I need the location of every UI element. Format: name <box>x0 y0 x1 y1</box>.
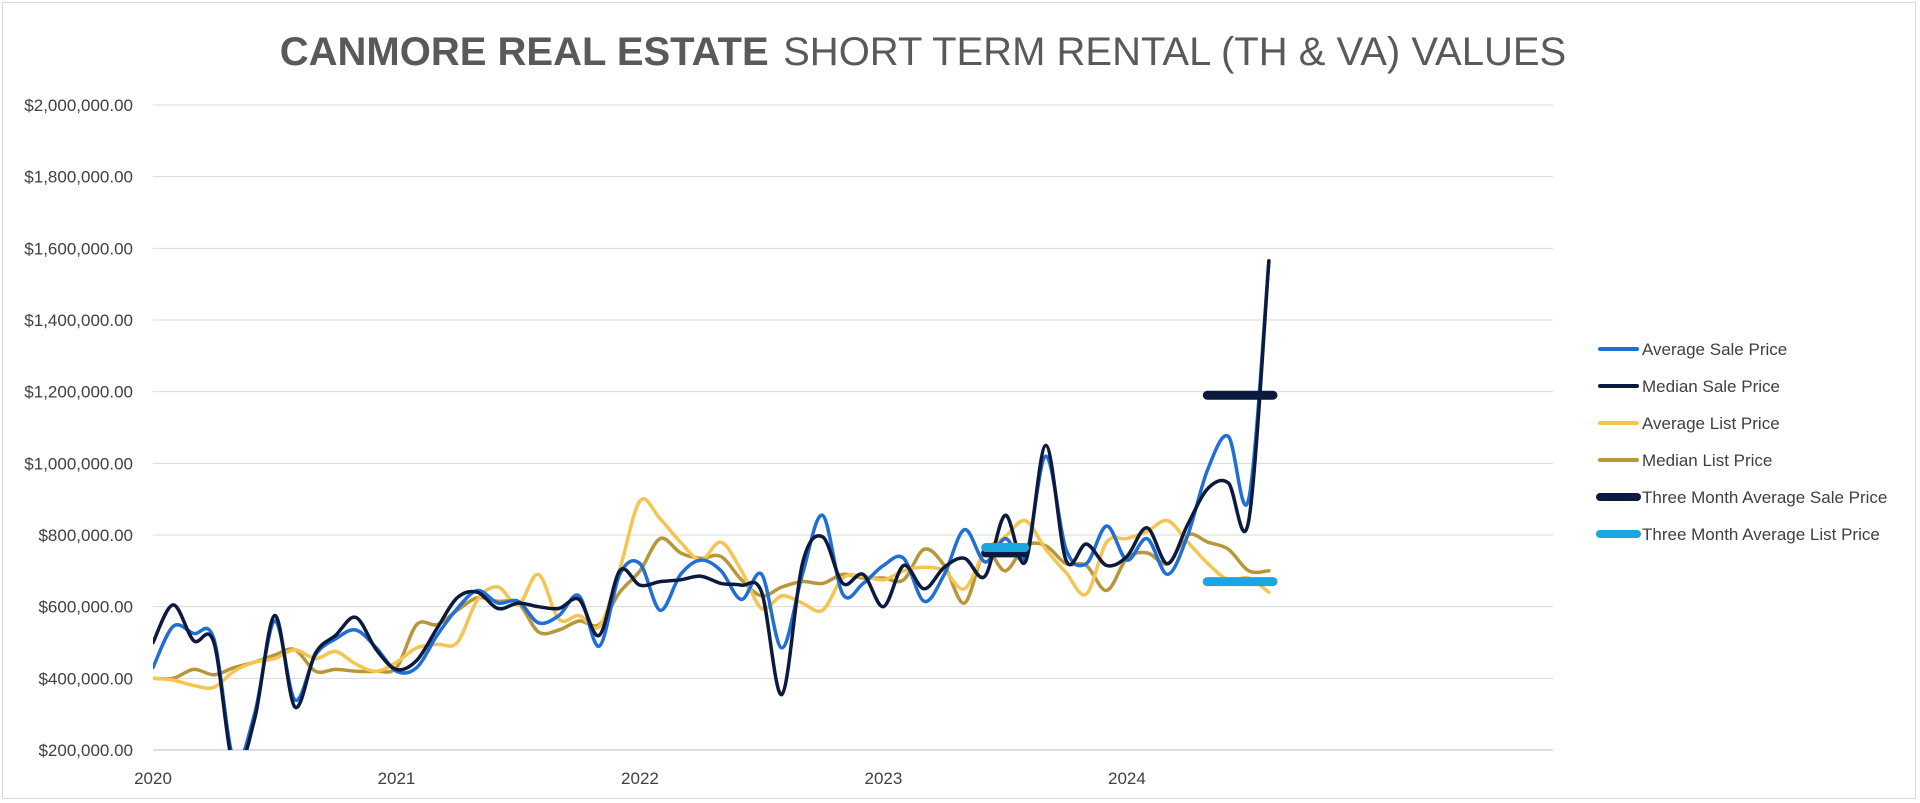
chart-title: CANMORE REAL ESTATE SHORT TERM RENTAL (T… <box>280 30 1566 74</box>
x-tick-label: 2020 <box>134 769 172 788</box>
series-line-median-sale-price <box>153 259 1271 750</box>
x-tick-label: 2022 <box>621 769 659 788</box>
y-tick-label: $800,000.00 <box>38 526 133 545</box>
y-tick-label: $1,200,000.00 <box>24 383 133 402</box>
x-tick-label: 2021 <box>378 769 416 788</box>
y-tick-label: $200,000.00 <box>38 741 133 760</box>
y-tick-label: $400,000.00 <box>38 669 133 688</box>
y-tick-label: $600,000.00 <box>38 598 133 617</box>
legend-label: Three Month Average List Price <box>1642 525 1880 544</box>
series-line-average-list-price <box>153 497 1271 690</box>
series-line-average-sale-price <box>153 259 1271 750</box>
chart-title-rest: SHORT TERM RENTAL (TH & VA) VALUES <box>783 30 1566 74</box>
y-tick-label: $1,400,000.00 <box>24 311 133 330</box>
y-tick-label: $2,000,000.00 <box>24 96 133 115</box>
y-tick-label: $1,000,000.00 <box>24 454 133 473</box>
legend-label: Three Month Average Sale Price <box>1642 488 1887 507</box>
legend-label: Median Sale Price <box>1642 377 1780 396</box>
y-tick-label: $1,600,000.00 <box>24 239 133 258</box>
y-axis-tick-labels: $200,000.00 $400,000.00 $600,000.00 $800,00… <box>24 96 133 760</box>
x-tick-label: 2023 <box>865 769 903 788</box>
x-axis-tick-labels: 2020 2021 2022 2023 2024 <box>134 769 1146 788</box>
gridlines <box>153 104 1553 751</box>
chart-title-bold: CANMORE REAL ESTATE <box>280 30 769 74</box>
legend-label: Median List Price <box>1642 451 1772 470</box>
legend-label: Average Sale Price <box>1642 340 1787 359</box>
y-tick-label: $1,800,000.00 <box>24 168 133 187</box>
x-tick-label: 2024 <box>1108 769 1146 788</box>
chart-canvas: CANMORE REAL ESTATE SHORT TERM RENTAL (T… <box>24 30 1887 788</box>
legend-label: Average List Price <box>1642 414 1780 433</box>
series-lines <box>153 259 1278 750</box>
legend: Average Sale Price Median Sale Price Avera… <box>1596 340 1887 544</box>
